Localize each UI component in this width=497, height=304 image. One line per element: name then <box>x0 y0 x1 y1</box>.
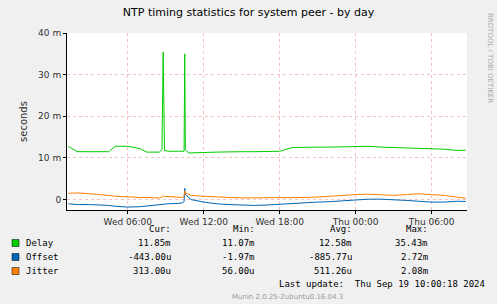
svg-text:Wed 12:00: Wed 12:00 <box>179 217 228 227</box>
svg-text:11.85m: 11.85m <box>138 238 171 248</box>
svg-text:511.26u: 511.26u <box>314 266 352 276</box>
svg-text:Max:: Max: <box>406 224 428 234</box>
svg-text:2.72m: 2.72m <box>401 252 428 262</box>
svg-text:Last update: Thu Sep 19 10:00: Last update: Thu Sep 19 10:00:18 2024 <box>279 279 485 289</box>
svg-text:NTP timing statistics for syst: NTP timing statistics for system peer - … <box>123 6 375 19</box>
svg-text:12.58m: 12.58m <box>319 238 352 248</box>
svg-text:Cur:: Cur: <box>149 224 171 234</box>
svg-text:Delay: Delay <box>26 238 54 248</box>
svg-text:Min:: Min: <box>233 224 255 234</box>
svg-text:35.43m: 35.43m <box>395 238 428 248</box>
svg-text:-443.00u: -443.00u <box>128 252 171 262</box>
svg-text:0: 0 <box>55 195 61 205</box>
svg-text:313.00u: 313.00u <box>133 266 171 276</box>
svg-text:2.08m: 2.08m <box>401 266 428 276</box>
svg-text:Thu 00:00: Thu 00:00 <box>332 217 379 227</box>
svg-text:Wed 18:00: Wed 18:00 <box>255 217 304 227</box>
svg-text:10 m: 10 m <box>38 153 61 163</box>
svg-text:30 m: 30 m <box>38 70 61 80</box>
svg-text:20 m: 20 m <box>38 111 61 121</box>
svg-text:Jitter: Jitter <box>26 266 59 276</box>
svg-text:40 m: 40 m <box>38 28 61 38</box>
svg-text:RRDTOOL / TOBI OETIKER: RRDTOOL / TOBI OETIKER <box>486 13 494 103</box>
svg-text:Munin 2.0.25-2ubuntu0.16.04.3: Munin 2.0.25-2ubuntu0.16.04.3 <box>232 293 343 301</box>
svg-text:11.07m: 11.07m <box>222 238 255 248</box>
svg-text:56.00u: 56.00u <box>222 266 255 276</box>
svg-text:Wed 06:00: Wed 06:00 <box>104 217 153 227</box>
svg-text:-885.77u: -885.77u <box>309 252 352 262</box>
svg-text:Thu 06:00: Thu 06:00 <box>408 217 455 227</box>
svg-text:Avg:: Avg: <box>330 224 352 234</box>
svg-text:Offset: Offset <box>26 252 59 262</box>
svg-text:seconds: seconds <box>18 101 29 142</box>
svg-text:-1.97m: -1.97m <box>222 252 255 262</box>
